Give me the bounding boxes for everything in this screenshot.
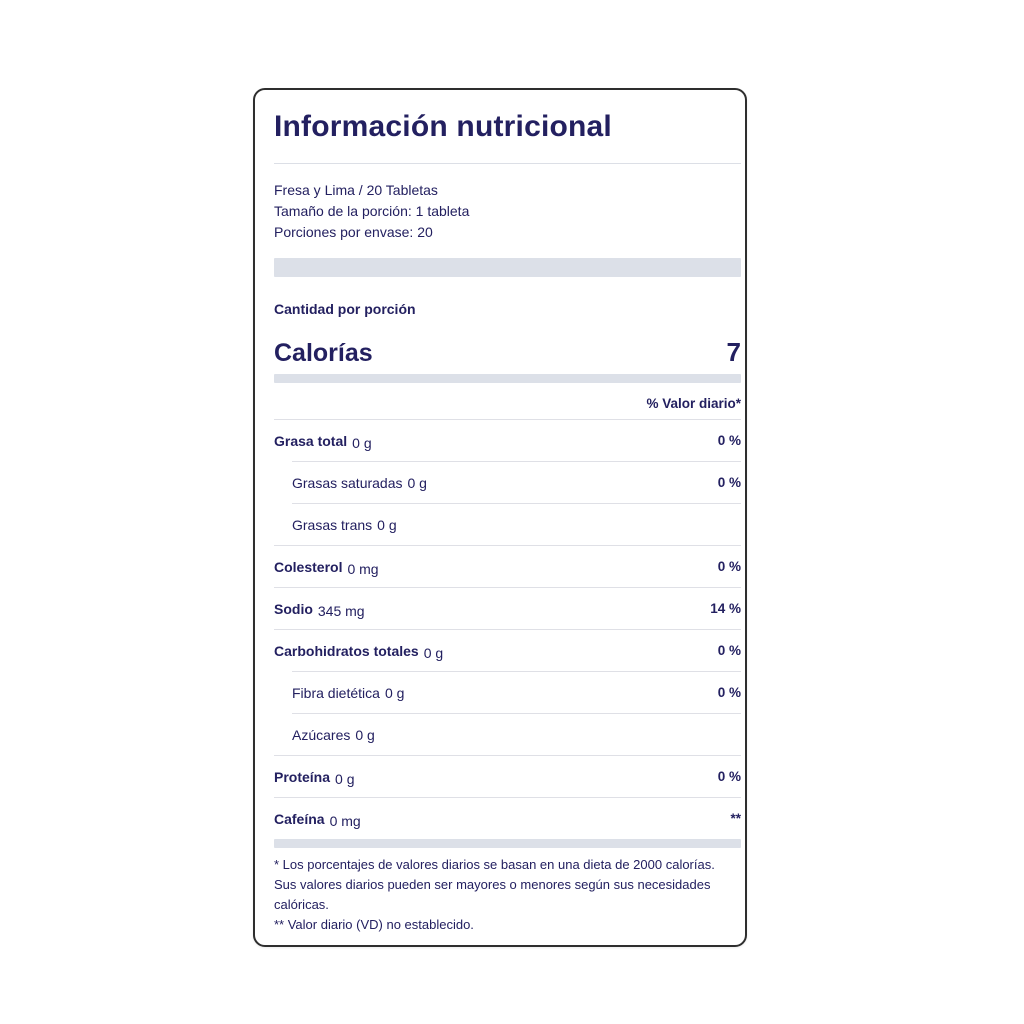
nutrient-label: Carbohidratos totales: [274, 642, 419, 659]
nutrient-amount: 0 mg: [329, 812, 361, 829]
amount-per-serving-label: Cantidad por porción: [274, 301, 416, 317]
nutrient-row-protein: Proteína 0 g 0 %: [274, 755, 741, 797]
card-title: Información nutricional: [274, 110, 612, 143]
nutrient-row-caffeine: Cafeína 0 mg **: [274, 797, 741, 839]
calories-row: Calorías 7: [274, 337, 741, 368]
nutrient-dv: 0 %: [717, 769, 741, 784]
nutrient-amount: 0 g: [355, 726, 375, 743]
nutrient-amount: 345 mg: [317, 602, 365, 619]
nutrient-label: Fibra dietética: [292, 684, 380, 701]
nutrient-dv: 0 %: [717, 643, 741, 658]
nutrient-row-total-fat: Grasa total 0 g 0 %: [274, 419, 741, 461]
separator-bar-thick: [274, 258, 741, 277]
nutrient-label: Azúcares: [292, 726, 351, 743]
product-meta: Fresa y Lima / 20 Tabletas Tamaño de la …: [274, 180, 741, 243]
meta-servings-per-container: Porciones por envase: 20: [274, 224, 433, 240]
nutrient-amount: 0 mg: [347, 560, 379, 577]
nutrient-label: Cafeína: [274, 810, 325, 827]
daily-value-header: % Valor diario*: [646, 396, 741, 411]
nutrient-rows: Grasa total 0 g 0 % Grasas saturadas 0 g…: [274, 419, 741, 839]
nutrient-row-sodium: Sodio 345 mg 14 %: [274, 587, 741, 629]
footnote-daily-values: * Los porcentajes de valores diarios se …: [274, 857, 715, 912]
nutrient-amount: 0 g: [423, 644, 444, 661]
separator-bar-bottom: [274, 839, 741, 848]
separator-bar-thin: [274, 374, 741, 383]
nutrient-label: Grasas trans: [292, 516, 373, 533]
meta-flavor: Fresa y Lima / 20 Tabletas: [274, 182, 438, 198]
nutrient-dv: 0 %: [717, 685, 741, 700]
meta-serving-size: Tamaño de la porción: 1 tableta: [274, 203, 470, 219]
nutrient-amount: 0 g: [384, 684, 405, 701]
nutrient-row-total-carbs: Carbohidratos totales 0 g 0 %: [274, 629, 741, 671]
nutrient-label: Colesterol: [274, 558, 343, 575]
nutrient-label: Sodio: [274, 600, 313, 617]
nutrient-row-saturated-fat: Grasas saturadas 0 g 0 %: [292, 461, 741, 503]
nutrient-dv: **: [730, 811, 741, 826]
nutrient-amount: 0 g: [335, 770, 355, 787]
nutrient-amount: 0 g: [407, 474, 427, 491]
calories-label: Calorías: [274, 339, 373, 367]
nutrient-row-sugars: Azúcares 0 g: [292, 713, 741, 755]
nutrient-dv: 0 %: [717, 559, 741, 574]
nutrient-row-dietary-fiber: Fibra dietética 0 g 0 %: [292, 671, 741, 713]
nutrient-amount: 0 g: [352, 434, 372, 451]
nutrient-dv: 0 %: [717, 475, 741, 490]
nutrient-label: Grasa total: [274, 432, 348, 449]
calories-value: 7: [726, 337, 741, 367]
nutrient-dv: 0 %: [717, 433, 741, 448]
footnote-not-established: ** Valor diario (VD) no establecido.: [274, 917, 474, 932]
nutrient-row-cholesterol: Colesterol 0 mg 0 %: [274, 545, 741, 587]
nutrient-label: Grasas saturadas: [292, 474, 403, 491]
nutrition-facts-card: Información nutricional Fresa y Lima / 2…: [253, 88, 747, 947]
nutrient-row-trans-fat: Grasas trans 0 g: [292, 503, 741, 545]
footnotes: * Los porcentajes de valores diarios se …: [274, 855, 736, 935]
nutrient-dv: 14 %: [710, 601, 741, 616]
nutrient-amount: 0 g: [377, 516, 397, 533]
title-divider: [274, 163, 741, 164]
nutrient-label: Proteína: [274, 768, 331, 785]
